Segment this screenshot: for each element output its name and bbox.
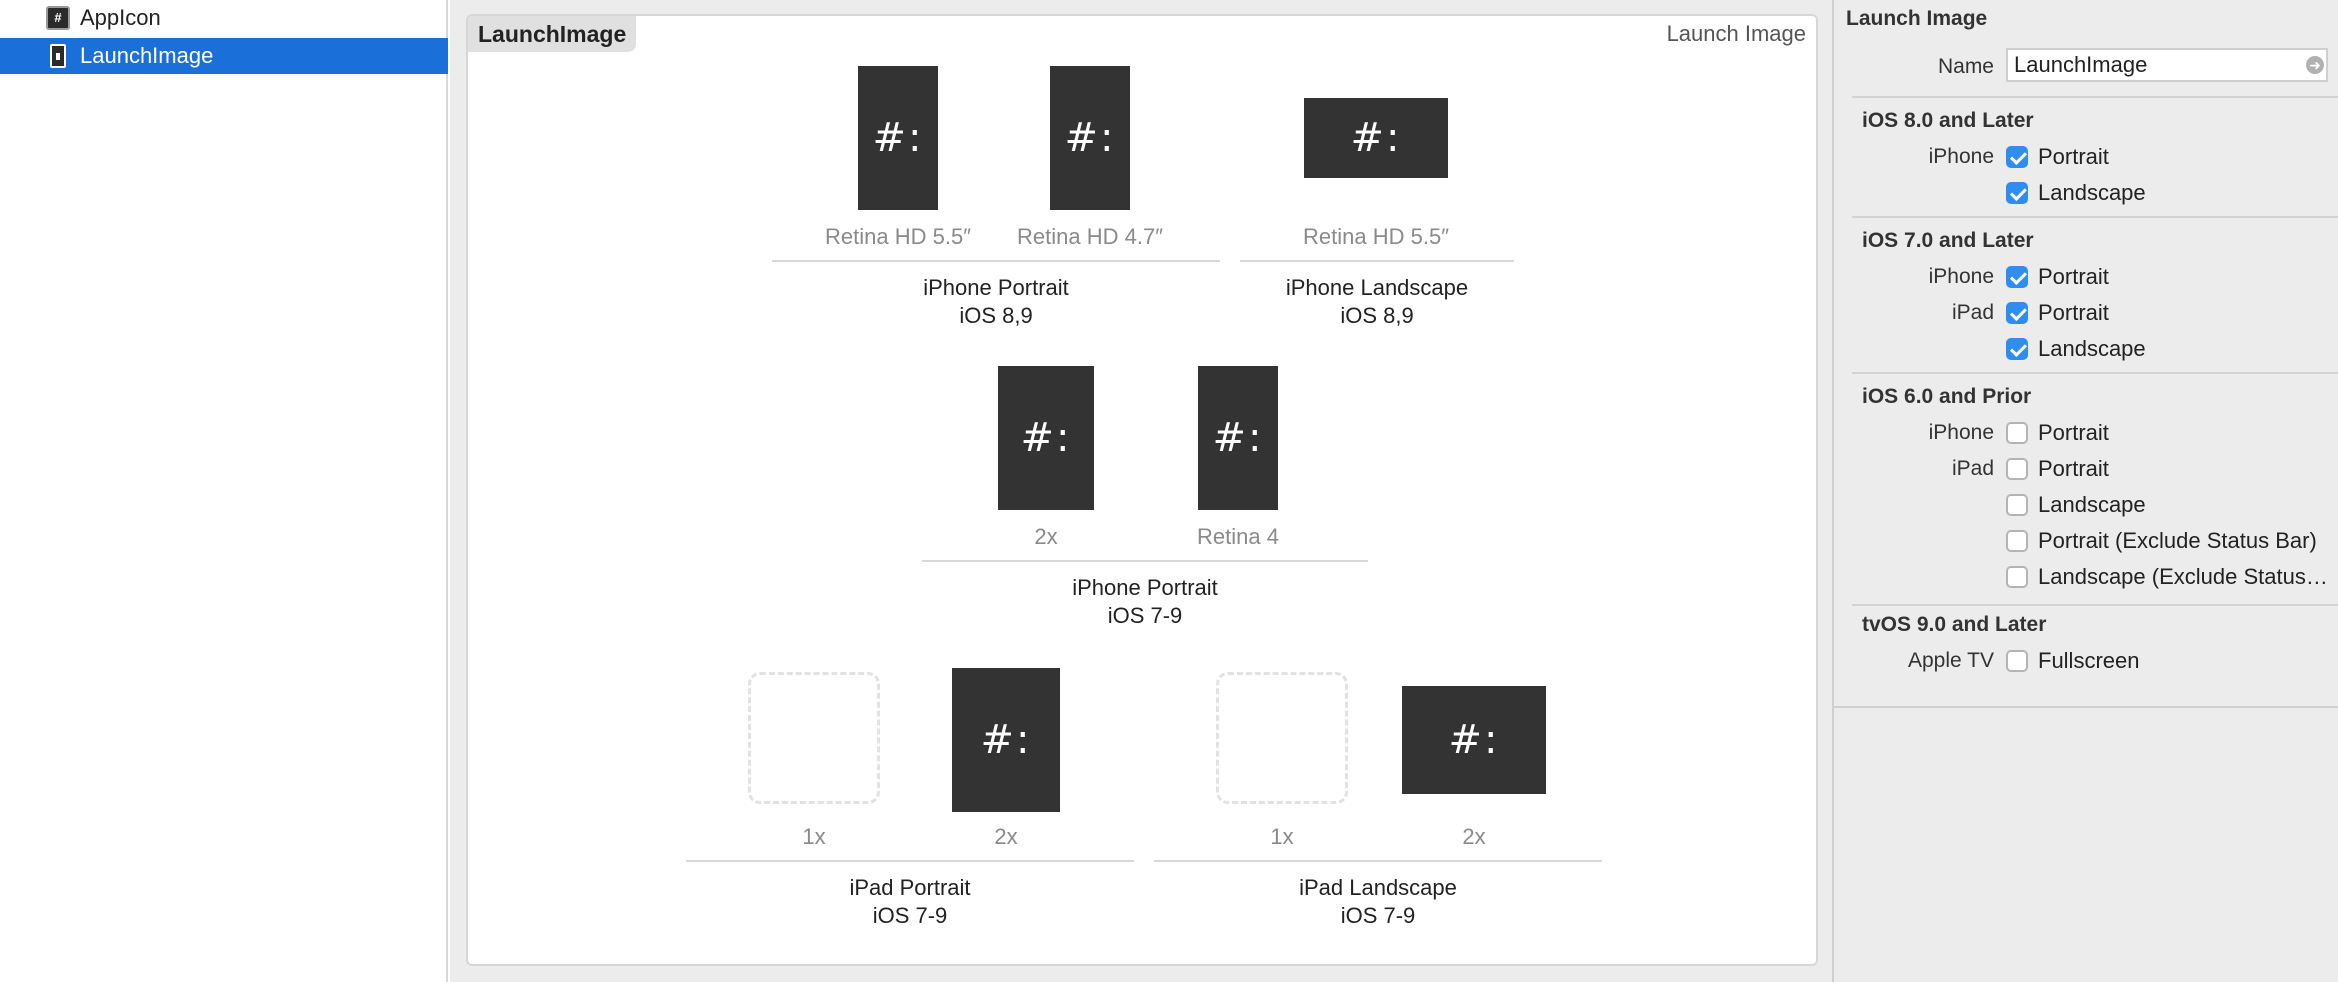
empty-image-slot[interactable]	[1216, 672, 1348, 804]
section-separator	[1852, 96, 2338, 98]
section-title-ios8: iOS 8.0 and Later	[1862, 109, 2034, 132]
group-divider	[1240, 260, 1514, 262]
image-slot[interactable]: #:	[998, 366, 1094, 510]
arrow-right-circle-icon[interactable]: ➜	[2306, 56, 2324, 74]
checkbox-ios8-iphone-portrait[interactable]	[2006, 146, 2028, 168]
group-divider	[922, 560, 1368, 562]
slot-label: 1x	[802, 824, 826, 849]
device-label: iPad	[1951, 301, 1994, 324]
checkbox-label[interactable]: Portrait (Exclude Status Bar)	[2038, 528, 2317, 553]
group-name: iPad Landscape	[1299, 875, 1457, 900]
panel-title: Launch Image	[1666, 21, 1806, 46]
launch-image-set-icon	[50, 44, 66, 68]
app-icon-set-icon: #	[46, 6, 70, 30]
empty-image-slot[interactable]	[748, 672, 880, 804]
image-slot[interactable]: #:	[1402, 686, 1546, 794]
group-versions: iOS 7-9	[1340, 903, 1416, 928]
checkbox-ios6-ipad-portrait-exclude-status-bar[interactable]	[2006, 530, 2028, 552]
group-divider	[686, 860, 1134, 862]
checkbox-label[interactable]: Portrait	[2038, 456, 2109, 481]
asset-name-tab[interactable]: LaunchImage	[468, 16, 637, 52]
group-versions: iOS 7-9	[1107, 603, 1183, 628]
inspector-divider	[1834, 706, 2338, 708]
slot-label: 2x	[1462, 824, 1486, 849]
name-field[interactable]	[2006, 48, 2328, 82]
sidebar-item-label: LaunchImage	[80, 43, 214, 68]
checkbox-ios7-ipad-landscape[interactable]	[2006, 338, 2028, 360]
slot-label: Retina HD 5.5″	[825, 224, 971, 249]
checkbox-ios7-ipad-portrait[interactable]	[2006, 302, 2028, 324]
name-label: Name	[1937, 55, 1994, 78]
asset-sidebar: # AppIcon LaunchImage	[0, 0, 448, 982]
slot-label: 2x	[994, 824, 1018, 849]
image-slot[interactable]: #:	[952, 668, 1060, 812]
section-separator	[1852, 604, 2338, 606]
group-versions: iOS 8,9	[959, 303, 1033, 328]
slot-label: 2x	[1034, 524, 1058, 549]
sidebar-item-label: AppIcon	[80, 5, 161, 30]
image-slot[interactable]: #:	[1304, 98, 1448, 178]
inspector-header: Launch Image	[1846, 7, 1988, 30]
slot-label: Retina HD 5.5″	[1303, 224, 1449, 249]
device-label: iPhone	[1928, 145, 1994, 168]
group-name: iPhone Landscape	[1285, 275, 1469, 300]
group-name: iPhone Portrait	[923, 275, 1069, 300]
sidebar-item-appicon[interactable]: # AppIcon	[0, 0, 448, 36]
checkbox-label[interactable]: Landscape (Exclude Status…	[2038, 564, 2328, 589]
group-name: iPad Portrait	[849, 875, 971, 900]
section-title-ios7: iOS 7.0 and Later	[1862, 229, 2034, 252]
image-slot[interactable]: #:	[858, 66, 938, 210]
slot-label: Retina HD 4.7″	[1017, 224, 1163, 249]
checkbox-ios6-ipad-portrait[interactable]	[2006, 458, 2028, 480]
checkbox-label[interactable]: Landscape	[2038, 492, 2146, 517]
section-separator	[1852, 216, 2338, 218]
checkbox-label[interactable]: Portrait	[2038, 264, 2109, 289]
image-slot[interactable]: #:	[1050, 66, 1130, 210]
device-label: iPhone	[1928, 265, 1994, 288]
checkbox-tvos-apple-tv-fullscreen[interactable]	[2006, 650, 2028, 672]
checkbox-label[interactable]: Landscape	[2038, 180, 2146, 205]
checkbox-ios6-ipad-landscape[interactable]	[2006, 494, 2028, 516]
device-label: iPad	[1951, 457, 1994, 480]
checkbox-label[interactable]: Fullscreen	[2038, 648, 2140, 673]
attributes-inspector: Launch Image Name ➜ iOS 8.0 and Later iP…	[1832, 0, 2338, 982]
group-divider	[772, 260, 1220, 262]
device-label: Apple TV	[1908, 649, 1994, 672]
checkbox-ios7-iphone-portrait[interactable]	[2006, 266, 2028, 288]
group-versions: iOS 8,9	[1340, 303, 1414, 328]
checkbox-label[interactable]: Portrait	[2038, 144, 2109, 169]
checkbox-label[interactable]: Landscape	[2038, 336, 2146, 361]
checkbox-ios8-iphone-landscape[interactable]	[2006, 182, 2028, 204]
checkbox-ios6-ipad-landscape-exclude-status-bar[interactable]	[2006, 566, 2028, 588]
group-versions: iOS 7-9	[872, 903, 948, 928]
slot-label: 1x	[1270, 824, 1294, 849]
group-divider	[1154, 860, 1602, 862]
sidebar-item-launchimage[interactable]: LaunchImage	[0, 38, 448, 74]
launch-image-panel: LaunchImage Launch Image #: Retina HD 5.…	[466, 14, 1818, 966]
checkbox-ios6-iphone-portrait[interactable]	[2006, 422, 2028, 444]
section-title-tvos9: tvOS 9.0 and Later	[1862, 613, 2047, 636]
slot-label: Retina 4	[1197, 524, 1279, 549]
section-separator	[1852, 372, 2338, 374]
checkbox-label[interactable]: Portrait	[2038, 420, 2109, 445]
device-label: iPhone	[1928, 421, 1994, 444]
image-slot[interactable]: #:	[1198, 366, 1278, 510]
group-name: iPhone Portrait	[1072, 575, 1218, 600]
checkbox-label[interactable]: Portrait	[2038, 300, 2109, 325]
asset-editor: LaunchImage Launch Image #: Retina HD 5.…	[450, 0, 1832, 982]
section-title-ios6: iOS 6.0 and Prior	[1862, 385, 2032, 408]
